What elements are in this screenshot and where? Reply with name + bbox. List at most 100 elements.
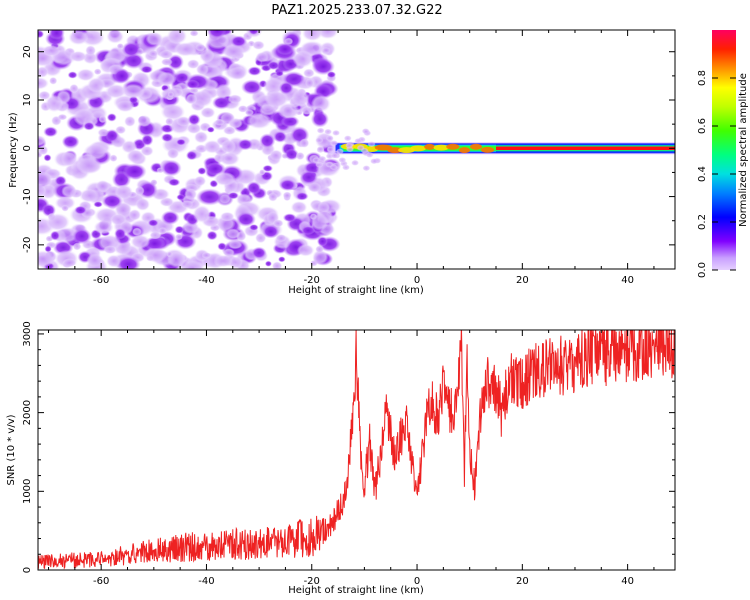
noise-blob bbox=[67, 71, 78, 79]
noise-blob bbox=[73, 108, 95, 127]
noise-blob bbox=[166, 30, 188, 45]
noise-blob bbox=[109, 154, 118, 162]
noise-blob bbox=[159, 49, 174, 60]
ridge-scatter bbox=[338, 157, 347, 164]
noise-blob bbox=[161, 133, 174, 143]
colorbar: 0.0 0.2 0.4 0.6 0.8 Normalized spectral ampl… bbox=[697, 30, 749, 278]
noise-blob bbox=[271, 261, 283, 269]
noise-blob bbox=[187, 113, 201, 126]
noise-blob bbox=[87, 77, 106, 93]
colorbar-tick-label: 0.8 bbox=[697, 70, 708, 86]
noise-blob bbox=[49, 76, 58, 85]
spectrogram-frame bbox=[37, 29, 676, 270]
spectrogram-x-label: Height of straight line (km) bbox=[288, 285, 424, 296]
noise-blob bbox=[264, 90, 289, 108]
noise-blob bbox=[302, 30, 323, 42]
spectrogram-panel: -60 -40 -20 0 20 40 -20 -10 0 10 20 Height of str… bbox=[8, 29, 676, 296]
noise-blob bbox=[174, 225, 185, 234]
noise-blob bbox=[38, 135, 47, 147]
noise-blob bbox=[192, 205, 211, 223]
noise-blob bbox=[219, 151, 240, 166]
ridge-solid-core bbox=[496, 146, 675, 151]
ridge-scatter bbox=[329, 164, 338, 171]
noise-blob bbox=[147, 219, 159, 227]
noise-blob bbox=[248, 30, 259, 36]
ridge-scatter bbox=[370, 158, 379, 165]
noise-blob bbox=[220, 211, 235, 222]
noise-blob bbox=[72, 242, 82, 251]
noise-blob bbox=[38, 66, 49, 78]
noise-blob bbox=[175, 233, 183, 241]
noise-blob bbox=[57, 113, 68, 121]
ridge-hotspot bbox=[469, 143, 483, 150]
spectrogram-y-tick-label: -10 bbox=[22, 188, 33, 204]
noise-blob bbox=[165, 117, 174, 126]
noise-blob bbox=[295, 151, 305, 161]
noise-blob bbox=[189, 30, 199, 37]
noise-blob bbox=[300, 225, 316, 235]
noise-blob bbox=[185, 93, 198, 105]
noise-blob bbox=[130, 234, 151, 249]
noise-blob bbox=[156, 71, 177, 87]
noise-blob bbox=[176, 138, 186, 146]
spectrogram-x-tick-label: -40 bbox=[198, 275, 214, 286]
ridge-hotspot bbox=[424, 143, 436, 150]
noise-blob bbox=[166, 148, 180, 159]
ridge-hotspot bbox=[410, 145, 427, 152]
noise-blob bbox=[222, 248, 235, 257]
noise-blob bbox=[227, 94, 243, 104]
noise-blob bbox=[311, 57, 335, 76]
noise-blob bbox=[186, 59, 200, 69]
noise-blob bbox=[79, 188, 100, 203]
noise-blob bbox=[103, 245, 117, 254]
noise-blob bbox=[45, 213, 70, 232]
noise-blob bbox=[167, 54, 185, 71]
noise-blob bbox=[167, 91, 175, 98]
noise-blob bbox=[246, 112, 272, 130]
noise-blob bbox=[259, 133, 276, 149]
noise-blob bbox=[230, 35, 248, 48]
noise-blob bbox=[185, 150, 198, 161]
noise-blob bbox=[290, 201, 308, 214]
snr-panel: -60 -40 -20 0 20 40 0 1000 2000 3000 Height of s… bbox=[6, 321, 676, 596]
ridge-hotspot bbox=[480, 146, 495, 153]
noise-blob bbox=[76, 156, 102, 175]
noise-blob bbox=[121, 83, 145, 99]
noise-blob bbox=[115, 100, 135, 113]
noise-blob bbox=[207, 30, 227, 39]
noise-blob bbox=[97, 234, 122, 251]
ridge-scatter bbox=[354, 138, 363, 145]
colorbar-label: Normalized spectral amplitude bbox=[738, 73, 749, 227]
noise-blob bbox=[38, 77, 49, 90]
ridge-hotspot bbox=[374, 144, 393, 151]
colorbar-tick-label: 0.4 bbox=[697, 166, 708, 182]
noise-blob bbox=[236, 211, 256, 227]
colorbar-tick-label: 0.2 bbox=[697, 214, 708, 230]
noise-blob bbox=[200, 107, 216, 119]
colorbar-gradient bbox=[712, 30, 736, 270]
noise-blob bbox=[237, 138, 254, 151]
noise-blob bbox=[106, 30, 124, 44]
noise-blob bbox=[307, 182, 322, 193]
ridge-scatter bbox=[361, 128, 370, 135]
colorbar-tick-label: 0.6 bbox=[697, 118, 708, 134]
noise-blob bbox=[247, 66, 262, 76]
noise-blob bbox=[278, 179, 297, 191]
noise-blob bbox=[292, 50, 314, 68]
noise-blob bbox=[68, 30, 89, 46]
snr-x-tick-label: 20 bbox=[516, 576, 529, 587]
noise-blob bbox=[128, 209, 141, 221]
noise-blob bbox=[269, 149, 283, 161]
noise-blob bbox=[201, 252, 212, 259]
noise-blob bbox=[174, 72, 190, 84]
noise-blob bbox=[273, 130, 288, 143]
ridge-scatter bbox=[325, 135, 334, 142]
noise-blob bbox=[276, 43, 294, 56]
noise-blob bbox=[213, 254, 233, 268]
noise-blob bbox=[225, 228, 241, 240]
noise-blob bbox=[196, 188, 224, 206]
noise-blob bbox=[186, 122, 202, 134]
noise-blob bbox=[220, 139, 237, 154]
ridge-scatter bbox=[351, 159, 360, 166]
noise-blob bbox=[38, 30, 45, 39]
